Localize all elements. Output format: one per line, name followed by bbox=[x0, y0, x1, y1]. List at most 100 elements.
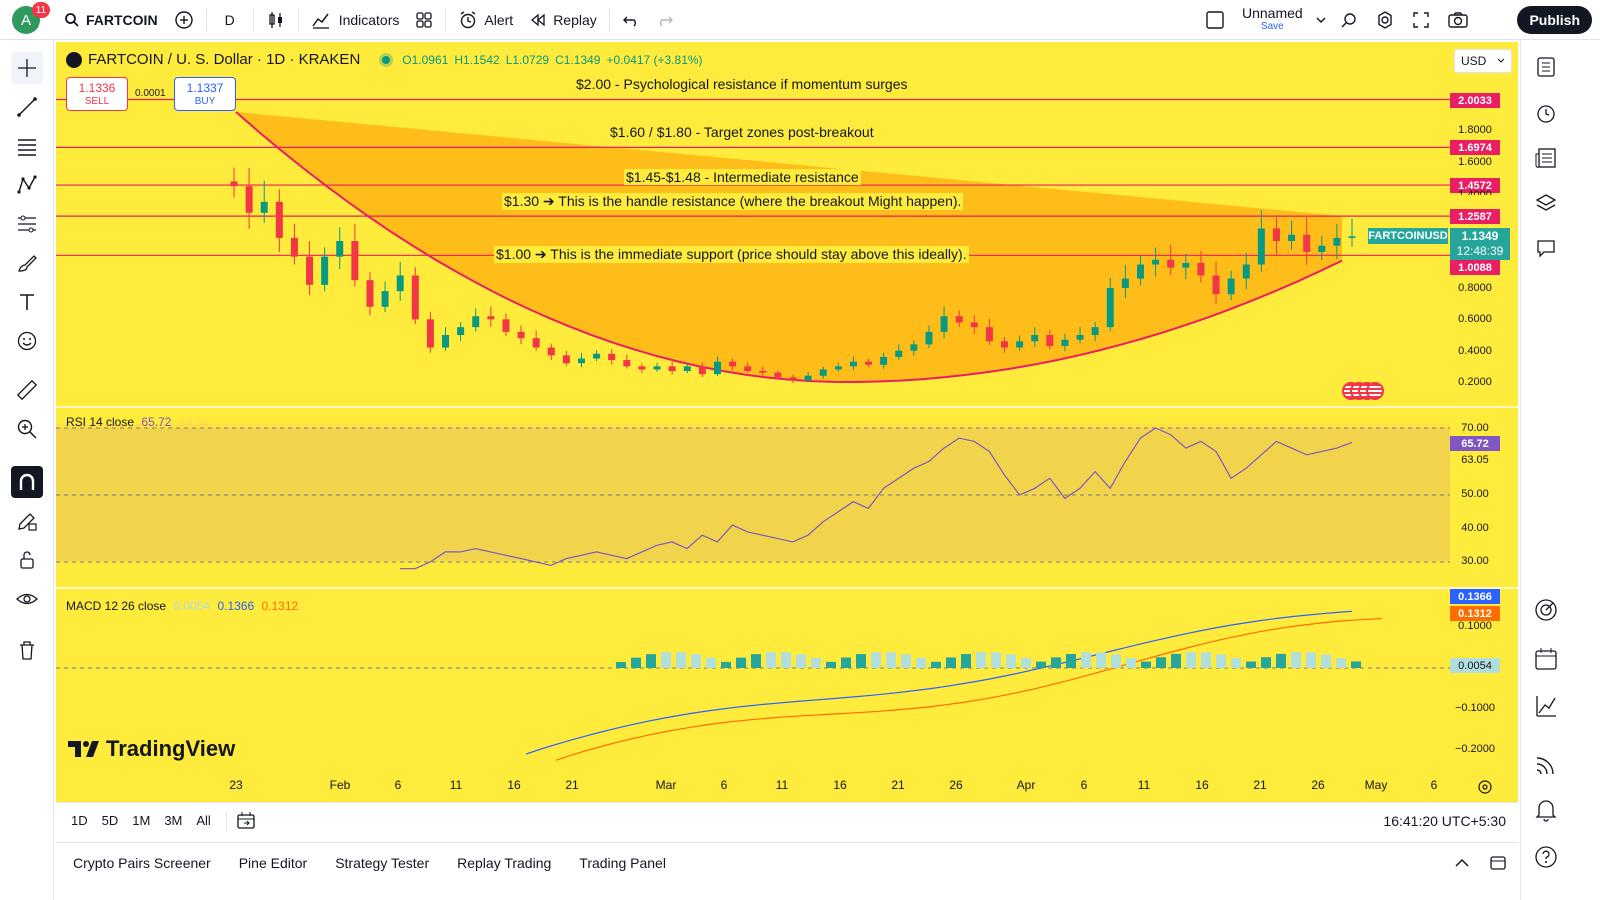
range-all[interactable]: All bbox=[196, 813, 211, 828]
notifications-button[interactable] bbox=[1531, 794, 1561, 824]
annotation-145-148[interactable]: $1.45-$1.48 - Intermediate resistance bbox=[624, 169, 861, 185]
forecast-tool[interactable] bbox=[11, 208, 43, 240]
watchlist-button[interactable] bbox=[1531, 52, 1561, 82]
annotation-130[interactable]: $1.30 ➔ This is the handle resistance (w… bbox=[502, 193, 964, 210]
replay-button[interactable]: Replay bbox=[521, 0, 605, 40]
compare-symbol-button[interactable] bbox=[166, 0, 202, 40]
candle-body bbox=[729, 361, 737, 367]
top-toolbar: A 11 FARTCOIN D Indicators Alert bbox=[0, 0, 1600, 40]
news-button[interactable] bbox=[1531, 143, 1561, 173]
buy-button[interactable]: 1.1337 BUY bbox=[174, 77, 236, 111]
macd-histogram-bar bbox=[1276, 653, 1286, 668]
layout-menu-button[interactable] bbox=[1311, 0, 1331, 40]
fullscreen-icon bbox=[1413, 12, 1429, 28]
streams-button[interactable] bbox=[1531, 750, 1561, 780]
macd-hist-label: 0.0054 bbox=[1450, 658, 1500, 673]
macd-histogram-bar bbox=[976, 652, 986, 668]
tab-trading-panel[interactable]: Trading Panel bbox=[579, 854, 666, 871]
annotation-160-180[interactable]: $1.60 / $1.80 - Target zones post-breako… bbox=[608, 124, 876, 140]
chat-button[interactable] bbox=[1531, 233, 1561, 263]
legend-title[interactable]: FARTCOIN / U. S. Dollar · 1D · KRAKEN bbox=[88, 51, 361, 68]
maximize-panel-icon[interactable] bbox=[1488, 853, 1508, 873]
brush-tool[interactable] bbox=[11, 247, 43, 279]
candle-body bbox=[1197, 262, 1205, 276]
clock[interactable]: 16:41:20 UTC+5:30 bbox=[1383, 812, 1506, 829]
date-range-icon[interactable] bbox=[235, 810, 257, 832]
measure-tool[interactable] bbox=[11, 374, 43, 406]
ideas-button[interactable] bbox=[1531, 691, 1561, 721]
rsi-legend[interactable]: RSI 14 close 65.72 63.05 bbox=[66, 415, 209, 429]
trendline-tool[interactable] bbox=[11, 91, 43, 123]
snapshot-button[interactable] bbox=[1439, 0, 1477, 40]
interval-button[interactable]: D bbox=[211, 0, 249, 40]
lock-drawing-tool[interactable] bbox=[11, 505, 43, 537]
remove-drawings-tool[interactable] bbox=[11, 634, 43, 666]
tab-crypto-screener[interactable]: Crypto Pairs Screener bbox=[73, 854, 211, 871]
candle-body bbox=[532, 338, 540, 348]
annotation-100[interactable]: $1.00 ➔ This is the immediate support (p… bbox=[494, 246, 969, 263]
tab-strategy-tester[interactable]: Strategy Tester bbox=[335, 854, 430, 871]
macd-histogram-bar bbox=[1096, 652, 1106, 668]
hide-drawings-tool[interactable] bbox=[11, 583, 43, 615]
range-1m[interactable]: 1M bbox=[132, 813, 151, 828]
range-5d[interactable]: 5D bbox=[101, 813, 119, 828]
chevron-up-icon[interactable] bbox=[1452, 853, 1472, 873]
range-3m[interactable]: 3M bbox=[164, 813, 183, 828]
alerts-button[interactable] bbox=[1531, 98, 1561, 128]
tab-pine-editor[interactable]: Pine Editor bbox=[238, 854, 308, 871]
spread-value: 0.0001 bbox=[135, 88, 166, 99]
indicators-button[interactable]: Indicators bbox=[303, 0, 408, 40]
symbol-search[interactable]: FARTCOIN bbox=[56, 0, 166, 40]
layout-name-button[interactable]: Unnamed Save bbox=[1234, 0, 1311, 40]
tradingview-watermark[interactable]: TradingView bbox=[68, 736, 235, 762]
layouts-button[interactable] bbox=[407, 0, 441, 40]
candle-body bbox=[1076, 335, 1084, 340]
redo-button[interactable] bbox=[648, 0, 682, 40]
currency-select[interactable]: USD bbox=[1454, 49, 1512, 73]
layers-button[interactable] bbox=[1531, 188, 1561, 218]
alert-button[interactable]: Alert bbox=[450, 0, 521, 40]
macd-axis-n010: −0.1000 bbox=[1454, 702, 1496, 714]
symbol-tag: FARTCOINUSD bbox=[1368, 228, 1448, 244]
search-icon bbox=[65, 13, 79, 27]
news-icon bbox=[1535, 148, 1556, 168]
calendar-button[interactable] bbox=[1531, 644, 1561, 674]
undo-button[interactable] bbox=[614, 0, 648, 40]
target-button[interactable] bbox=[1531, 595, 1561, 625]
emoji-tool[interactable] bbox=[11, 325, 43, 357]
chart-canvas[interactable]: FARTCOIN / U. S. Dollar · 1D · KRAKEN O1… bbox=[56, 42, 1518, 802]
chart-type-button[interactable] bbox=[258, 0, 294, 40]
level-label-1258: 1.2587 bbox=[1450, 209, 1500, 224]
pattern-tool[interactable] bbox=[11, 169, 43, 201]
us-flag-icon bbox=[1366, 382, 1384, 400]
text-tool[interactable] bbox=[11, 286, 43, 318]
publish-button[interactable]: Publish bbox=[1517, 6, 1592, 34]
fib-tool[interactable] bbox=[11, 130, 43, 162]
zoom-tool[interactable] bbox=[11, 413, 43, 445]
layout-select-checkbox[interactable] bbox=[1196, 0, 1234, 40]
range-1d[interactable]: 1D bbox=[71, 813, 88, 828]
tab-replay-trading[interactable]: Replay Trading bbox=[457, 854, 552, 871]
macd-signal: 0.1312 bbox=[261, 599, 299, 613]
macd-legend[interactable]: MACD 12 26 close 0.0054 0.1366 0.1312 bbox=[66, 599, 298, 613]
lock-tool[interactable] bbox=[11, 544, 43, 576]
macd-histogram-bar bbox=[631, 657, 641, 668]
magnet-tool[interactable] bbox=[11, 466, 43, 498]
cup-curve bbox=[235, 111, 1343, 384]
candle-body bbox=[1257, 228, 1265, 265]
crosshair-tool[interactable] bbox=[11, 52, 43, 84]
candle-body bbox=[698, 366, 706, 375]
fullscreen-button[interactable] bbox=[1403, 0, 1439, 40]
help-button[interactable] bbox=[1531, 842, 1561, 872]
zoom-in-icon bbox=[17, 419, 37, 439]
candle-body bbox=[1001, 341, 1009, 348]
annotation-200[interactable]: $2.00 - Psychological resistance if mome… bbox=[574, 76, 910, 92]
sell-button[interactable]: 1.1336 SELL bbox=[66, 77, 128, 111]
quick-search-button[interactable] bbox=[1331, 0, 1367, 40]
economic-events[interactable] bbox=[1342, 382, 1384, 400]
settings-button[interactable] bbox=[1367, 0, 1403, 40]
timezone-settings-icon[interactable] bbox=[1476, 778, 1494, 796]
candle-body bbox=[910, 344, 918, 351]
plus-circle-icon bbox=[174, 11, 193, 29]
macd-histogram-bar bbox=[1126, 658, 1136, 668]
